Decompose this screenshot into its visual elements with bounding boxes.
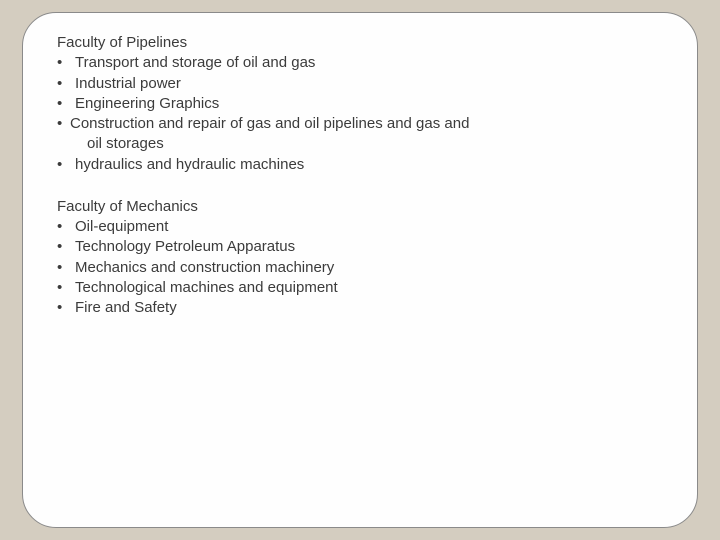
bullet-icon: • [57, 114, 70, 134]
bullet-icon: • [57, 94, 75, 114]
list-item: • hydraulics and hydraulic machines [57, 155, 669, 175]
list-item: • Technology Petroleum Apparatus [57, 237, 669, 257]
bullet-icon: • [57, 278, 75, 298]
section-title: Faculty of Mechanics [57, 197, 669, 217]
slide-panel: Faculty of Pipelines • Transport and sto… [22, 12, 698, 528]
list-item: • Mechanics and construction machinery [57, 258, 669, 278]
list-item: • Oil-equipment [57, 217, 669, 237]
list-item: • Industrial power [57, 74, 669, 94]
list-item: • Construction and repair of gas and oil… [57, 114, 669, 134]
list-item: • Engineering Graphics [57, 94, 669, 114]
bullet-icon: • [57, 155, 75, 175]
list-item-text: Engineering Graphics [75, 94, 669, 114]
bullet-icon: • [57, 237, 75, 257]
bullet-icon: • [57, 258, 75, 278]
list-item-text: Oil-equipment [75, 217, 669, 237]
list-item: • Fire and Safety [57, 298, 669, 318]
list-item-text: Construction and repair of gas and oil p… [70, 114, 669, 134]
list-item-text: Technology Petroleum Apparatus [75, 237, 669, 257]
list-item-continuation: oil storages [57, 134, 669, 154]
section-pipelines: Faculty of Pipelines • Transport and sto… [57, 33, 669, 175]
list-item-text: Mechanics and construction machinery [75, 258, 669, 278]
list-item: • Technological machines and equipment [57, 278, 669, 298]
section-title: Faculty of Pipelines [57, 33, 669, 53]
bullet-icon: • [57, 53, 75, 73]
list-item-text: Fire and Safety [75, 298, 669, 318]
list-item: • Transport and storage of oil and gas [57, 53, 669, 73]
bullet-icon: • [57, 74, 75, 94]
list-item-text: Transport and storage of oil and gas [75, 53, 669, 73]
section-mechanics: Faculty of Mechanics • Oil-equipment • T… [57, 197, 669, 319]
list-item-text: hydraulics and hydraulic machines [75, 155, 669, 175]
list-item-text: Industrial power [75, 74, 669, 94]
list-item-text: Technological machines and equipment [75, 278, 669, 298]
bullet-icon: • [57, 217, 75, 237]
bullet-icon: • [57, 298, 75, 318]
